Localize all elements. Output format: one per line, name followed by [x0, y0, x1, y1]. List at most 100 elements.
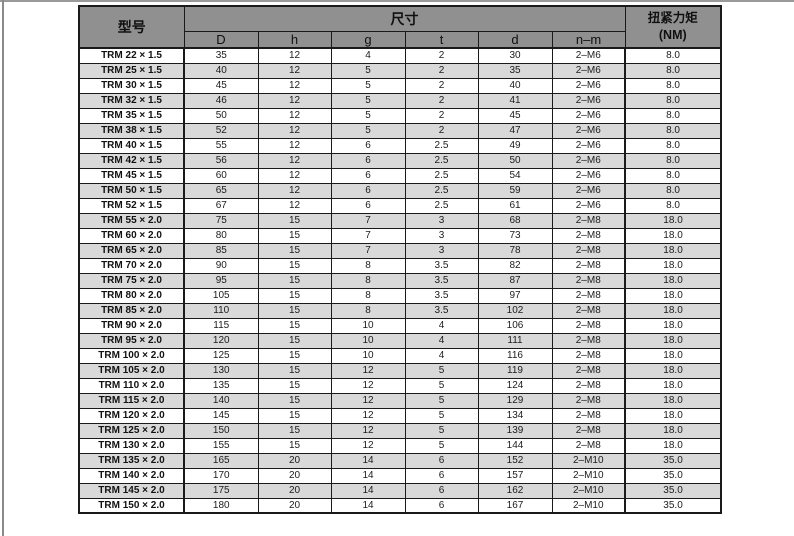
- table-row: TRM 135 × 2.0 165 20 14 6 152 2–M10 35.0: [78, 452, 722, 469]
- t-cell: 2: [404, 107, 479, 124]
- g-cell: 6: [330, 182, 406, 199]
- g-cell: 6: [330, 137, 406, 154]
- g-cell: 14: [330, 482, 406, 499]
- D-cell: 46: [183, 92, 259, 109]
- h-cell: 12: [257, 197, 332, 214]
- g-cell: 6: [330, 197, 406, 214]
- torque-cell: 18.0: [624, 377, 722, 394]
- D-cell: 35: [183, 47, 259, 64]
- table-row: TRM 70 × 2.0 90 15 8 3.5 82 2–M8 18.0: [78, 257, 722, 274]
- model-cell: TRM 115 × 2.0: [78, 392, 185, 409]
- table-row: TRM 35 × 1.5 50 12 5 2 45 2–M6 8.0: [78, 107, 722, 124]
- torque-cell: 18.0: [624, 212, 722, 229]
- D-cell: 110: [183, 302, 259, 319]
- model-cell: TRM 70 × 2.0: [78, 257, 185, 274]
- n_m-cell: 2–M6: [551, 182, 626, 199]
- model-cell: TRM 110 × 2.0: [78, 377, 185, 394]
- table-row: TRM 65 × 2.0 85 15 7 3 78 2–M8 18.0: [78, 242, 722, 259]
- n_m-cell: 2–M6: [551, 77, 626, 94]
- t-cell: 3: [404, 227, 479, 244]
- table-row: TRM 40 × 1.5 55 12 6 2.5 49 2–M6 8.0: [78, 137, 722, 154]
- model-cell: TRM 100 × 2.0: [78, 347, 185, 364]
- d-cell: 144: [477, 437, 553, 454]
- spec-table-header: 型号 尺寸 扭紧力矩 (NM) D h g t d n–m: [78, 5, 722, 49]
- t-cell: 3.5: [404, 302, 479, 319]
- g-cell: 10: [330, 332, 406, 349]
- model-cell: TRM 75 × 2.0: [78, 272, 185, 289]
- g-cell: 8: [330, 302, 406, 319]
- h-cell: 15: [257, 437, 332, 454]
- d-cell: 111: [477, 332, 553, 349]
- d-cell: 78: [477, 242, 553, 259]
- D-cell: 175: [183, 482, 259, 499]
- g-cell: 14: [330, 467, 406, 484]
- d-cell: 73: [477, 227, 553, 244]
- h-cell: 15: [257, 227, 332, 244]
- D-cell: 56: [183, 152, 259, 169]
- t-cell: 3.5: [404, 287, 479, 304]
- torque-cell: 18.0: [624, 317, 722, 334]
- g-cell: 5: [330, 62, 406, 79]
- D-cell: 85: [183, 242, 259, 259]
- model-cell: TRM 50 × 1.5: [78, 182, 185, 199]
- h-cell: 12: [257, 107, 332, 124]
- model-cell: TRM 90 × 2.0: [78, 317, 185, 334]
- h-cell: 12: [257, 152, 332, 169]
- D-cell: 135: [183, 377, 259, 394]
- g-cell: 8: [330, 287, 406, 304]
- torque-cell: 18.0: [624, 257, 722, 274]
- D-cell: 150: [183, 422, 259, 439]
- d-cell: 35: [477, 62, 553, 79]
- h-cell: 15: [257, 362, 332, 379]
- n_m-cell: 2–M10: [551, 467, 626, 484]
- table-row: TRM 22 × 1.5 35 12 4 2 30 2–M6 8.0: [78, 47, 722, 64]
- column-header-torque: 扭紧力矩 (NM): [624, 5, 722, 49]
- d-cell: 124: [477, 377, 553, 394]
- g-cell: 12: [330, 407, 406, 424]
- model-cell: TRM 80 × 2.0: [78, 287, 185, 304]
- D-cell: 140: [183, 392, 259, 409]
- d-cell: 49: [477, 137, 553, 154]
- torque-cell: 18.0: [624, 392, 722, 409]
- n_m-cell: 2–M6: [551, 122, 626, 139]
- torque-cell: 18.0: [624, 227, 722, 244]
- torque-cell: 18.0: [624, 362, 722, 379]
- t-cell: 3.5: [404, 257, 479, 274]
- d-cell: 59: [477, 182, 553, 199]
- h-cell: 15: [257, 287, 332, 304]
- torque-label-line2: (NM): [658, 28, 687, 42]
- t-cell: 2: [404, 122, 479, 139]
- table-row: TRM 130 × 2.0 155 15 12 5 144 2–M8 18.0: [78, 437, 722, 454]
- g-cell: 7: [330, 227, 406, 244]
- table-row: TRM 150 × 2.0 180 20 14 6 167 2–M10 35.0: [78, 497, 722, 514]
- g-cell: 8: [330, 272, 406, 289]
- model-cell: TRM 52 × 1.5: [78, 197, 185, 214]
- spec-table: 型号 尺寸 扭紧力矩 (NM) D h g t d n–m TRM 22 × 1…: [78, 5, 723, 514]
- torque-cell: 8.0: [624, 167, 722, 184]
- t-cell: 5: [404, 437, 479, 454]
- table-row: TRM 90 × 2.0 115 15 10 4 106 2–M8 18.0: [78, 317, 722, 334]
- torque-cell: 35.0: [624, 467, 722, 484]
- t-cell: 4: [404, 347, 479, 364]
- torque-cell: 8.0: [624, 152, 722, 169]
- t-cell: 6: [404, 482, 479, 499]
- n_m-cell: 2–M8: [551, 437, 626, 454]
- h-cell: 20: [257, 482, 332, 499]
- h-cell: 15: [257, 347, 332, 364]
- model-cell: TRM 145 × 2.0: [78, 482, 185, 499]
- g-cell: 14: [330, 452, 406, 469]
- D-cell: 180: [183, 497, 259, 514]
- torque-cell: 8.0: [624, 47, 722, 64]
- torque-cell: 18.0: [624, 347, 722, 364]
- table-row: TRM 115 × 2.0 140 15 12 5 129 2–M8 18.0: [78, 392, 722, 409]
- torque-cell: 35.0: [624, 452, 722, 469]
- t-cell: 3: [404, 242, 479, 259]
- h-cell: 15: [257, 212, 332, 229]
- D-cell: 65: [183, 182, 259, 199]
- column-header-d: d: [477, 30, 553, 49]
- D-cell: 120: [183, 332, 259, 349]
- d-cell: 41: [477, 92, 553, 109]
- torque-cell: 18.0: [624, 437, 722, 454]
- torque-cell: 8.0: [624, 92, 722, 109]
- d-cell: 45: [477, 107, 553, 124]
